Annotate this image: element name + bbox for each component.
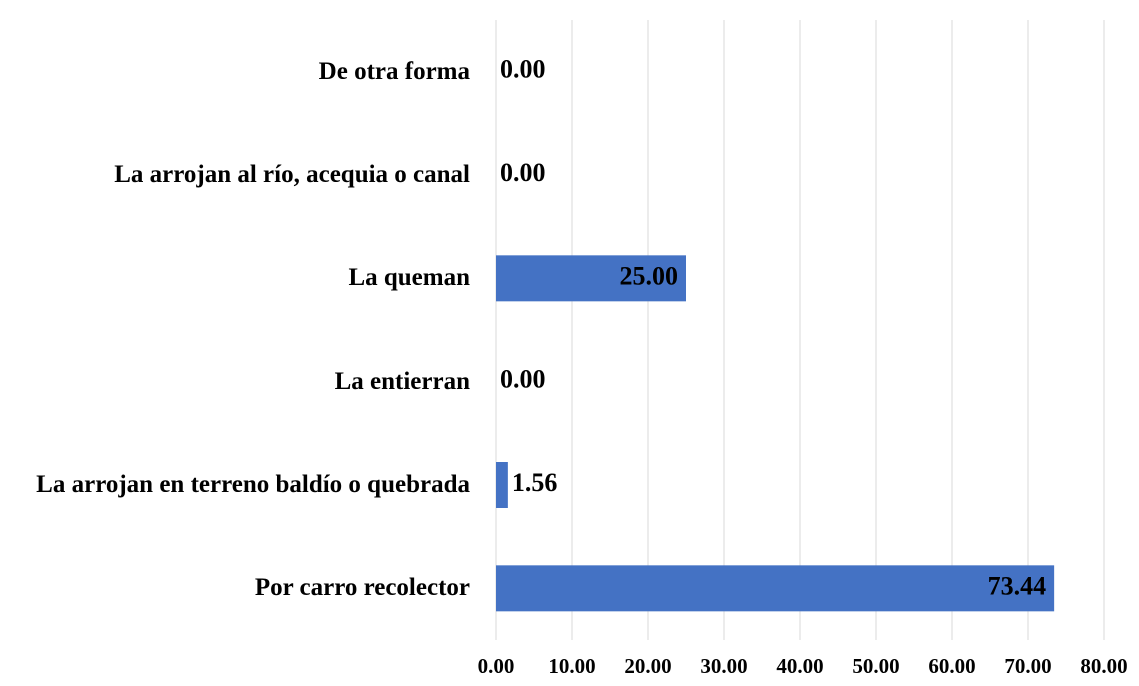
y-tick-label: La arrojan al río, acequia o canal bbox=[114, 161, 470, 188]
category-label-box: La queman bbox=[0, 261, 470, 295]
y-tick-label: La entierran bbox=[334, 367, 470, 395]
x-tick-label: 40.00 bbox=[776, 654, 823, 678]
value-label: 1.56 bbox=[512, 468, 557, 497]
category-label-box: La arrojan al río, acequia o canal bbox=[0, 158, 470, 192]
bar bbox=[496, 255, 686, 302]
value-label: 0.00 bbox=[500, 365, 546, 394]
x-tick-label: 70.00 bbox=[1004, 654, 1051, 678]
value-label: 0.00 bbox=[500, 55, 546, 84]
category-label-box: La arrojan en terreno baldío o quebrada bbox=[0, 468, 470, 502]
y-tick-label: Por carro recolector bbox=[254, 574, 470, 602]
y-tick-label: La queman bbox=[348, 264, 470, 292]
x-tick-label: 80.00 bbox=[1080, 654, 1127, 678]
category-label-box: Por carro recolector bbox=[0, 571, 470, 605]
category-label-box: De otra forma bbox=[0, 55, 470, 89]
value-label: 25.00 bbox=[620, 261, 679, 290]
x-tick-label: 30.00 bbox=[700, 654, 747, 678]
x-tick-label: 0.00 bbox=[478, 654, 515, 678]
y-tick-label: La arrojan en terreno baldío o quebrada bbox=[36, 471, 470, 498]
x-tick-label: 50.00 bbox=[852, 654, 899, 678]
category-label-box: La entierran bbox=[0, 365, 470, 399]
value-label: 0.00 bbox=[500, 158, 546, 187]
value-label: 73.44 bbox=[988, 571, 1047, 600]
bar bbox=[496, 565, 1055, 612]
x-tick-label: 60.00 bbox=[928, 654, 975, 678]
x-tick-label: 10.00 bbox=[548, 654, 595, 678]
bar bbox=[496, 462, 508, 508]
x-tick-label: 20.00 bbox=[624, 654, 671, 678]
y-tick-label: De otra forma bbox=[318, 57, 470, 85]
